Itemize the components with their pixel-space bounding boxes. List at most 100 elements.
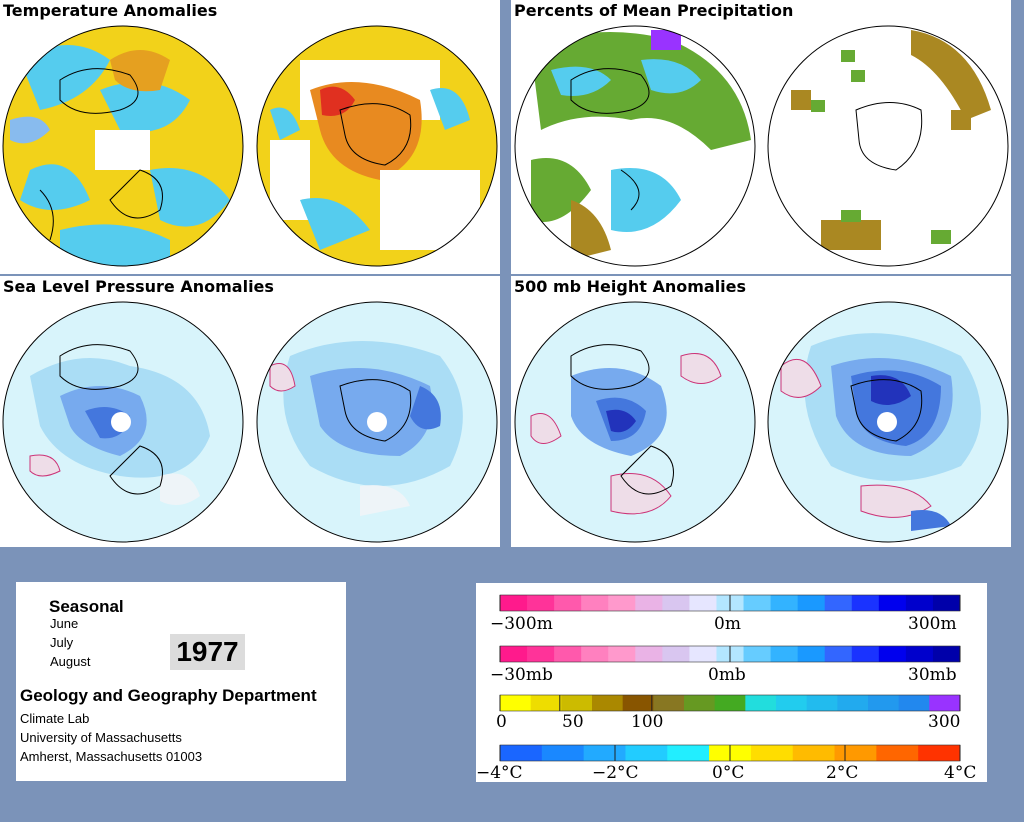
precip-scale-swatch xyxy=(684,695,716,711)
temperature-panel: Temperature Anomalies xyxy=(0,0,500,274)
height-scale-swatch xyxy=(797,595,826,611)
slp-maps xyxy=(2,301,498,543)
temp-scale-swatch xyxy=(792,745,836,761)
precip-scale-swatch xyxy=(868,695,900,711)
height-maps xyxy=(514,301,1009,543)
height-panel: 500 mb Height Anomalies xyxy=(511,276,1011,547)
pressure-scale-swatch xyxy=(797,646,826,662)
temp-scale-swatch xyxy=(625,745,668,761)
pressure-scale-label: −30mb xyxy=(490,665,553,685)
pressure-scale-swatch xyxy=(689,646,717,662)
pressure-scale-swatch xyxy=(662,646,690,662)
temp-scale-swatch xyxy=(918,745,961,761)
month-july: July xyxy=(50,635,74,650)
precip-scale-swatch xyxy=(592,695,624,711)
precip-scale-swatch xyxy=(929,695,961,711)
pressure-scale-swatch xyxy=(770,646,799,662)
height-scale-swatch xyxy=(581,595,609,611)
height-scale-swatch xyxy=(527,595,555,611)
pressure-scale-swatch xyxy=(851,646,880,662)
pressure-scale-swatch xyxy=(500,646,528,662)
height-scale-swatch xyxy=(635,595,663,611)
temperature-maps xyxy=(2,25,498,267)
period-label: Seasonal xyxy=(49,597,124,616)
height-scale-swatch xyxy=(743,595,772,611)
precip-scale-swatch xyxy=(745,695,777,711)
height-scale-swatch xyxy=(824,595,853,611)
sh-slp-map xyxy=(257,302,497,542)
pressure-scale-label: 30mb xyxy=(908,665,957,685)
precip-scale-swatch xyxy=(714,695,746,711)
pressure-scale-swatch xyxy=(527,646,555,662)
pressure-scale-swatch xyxy=(932,646,961,662)
precip-scale-label: 50 xyxy=(562,712,584,732)
precip-scale-swatch xyxy=(622,695,654,711)
precip-scale-swatch xyxy=(776,695,808,711)
height-scale-label: 300m xyxy=(908,614,957,634)
precip-scale-swatch xyxy=(530,695,562,711)
height-scale-swatch xyxy=(905,595,934,611)
precip-scale-swatch xyxy=(898,695,930,711)
temp-scale-label: 2°C xyxy=(826,763,859,783)
height-scale-swatch xyxy=(608,595,636,611)
pressure-scale-label: 0mb xyxy=(708,665,746,685)
pressure-scale-swatch xyxy=(824,646,853,662)
color-scales xyxy=(499,594,961,762)
department-label: Geology and Geography Department xyxy=(20,686,317,705)
temp-scale-swatch xyxy=(667,745,710,761)
precip-scale-swatch xyxy=(500,695,532,711)
height-scale-label: 0m xyxy=(714,614,741,634)
temp-scale-label: −4°C xyxy=(476,763,523,783)
temp-scale-label: 4°C xyxy=(944,763,977,783)
pressure-scale-swatch xyxy=(581,646,609,662)
month-august: August xyxy=(50,654,91,669)
nh-precipitation-map xyxy=(515,26,755,266)
nh-height-map xyxy=(515,302,755,542)
sh-precipitation-map xyxy=(768,26,1008,266)
height-scale-swatch xyxy=(770,595,799,611)
precipitation-panel: Percents of Mean Precipitation xyxy=(511,0,1011,274)
height-scale-swatch xyxy=(851,595,880,611)
height-scale-swatch xyxy=(878,595,907,611)
info-line: Climate Lab xyxy=(20,711,90,726)
legend-box: −300m 0m 300m −30mb 0mb 30mb 0 50 100 30… xyxy=(476,583,987,782)
info-box: Seasonal June July August 1977 Geology a… xyxy=(16,582,346,781)
temp-scale-swatch xyxy=(750,745,794,761)
temp-scale-swatch xyxy=(500,745,543,761)
slp-panel: Sea Level Pressure Anomalies xyxy=(0,276,500,547)
precipitation-maps xyxy=(514,25,1009,267)
temp-scale-swatch xyxy=(583,745,626,761)
height-scale-swatch xyxy=(500,595,528,611)
panel-title: Percents of Mean Precipitation xyxy=(511,0,797,22)
precip-scale-swatch xyxy=(561,695,593,711)
panel-title: Sea Level Pressure Anomalies xyxy=(0,276,277,298)
temp-scale-label: 0°C xyxy=(712,763,745,783)
year-label: 1977 xyxy=(170,634,245,670)
precip-scale-label: 300 xyxy=(928,712,961,732)
height-scale-swatch xyxy=(554,595,582,611)
precip-scale-swatch xyxy=(653,695,685,711)
precip-scale-label: 100 xyxy=(631,712,664,732)
height-scale-swatch xyxy=(932,595,961,611)
info-line: University of Massachusetts xyxy=(20,730,182,745)
sh-temperature-map xyxy=(257,26,497,266)
temp-scale-label: −2°C xyxy=(592,763,639,783)
height-scale-label: −300m xyxy=(490,614,553,634)
precip-scale-swatch xyxy=(837,695,869,711)
precip-scale-label: 0 xyxy=(496,712,507,732)
temp-scale-swatch xyxy=(876,745,919,761)
pressure-scale-swatch xyxy=(608,646,636,662)
precip-scale-swatch xyxy=(806,695,838,711)
panel-title: Temperature Anomalies xyxy=(0,0,221,22)
pressure-scale-swatch xyxy=(905,646,934,662)
height-scale-swatch xyxy=(689,595,717,611)
pressure-scale-swatch xyxy=(743,646,772,662)
month-june: June xyxy=(50,616,79,631)
pressure-scale-swatch xyxy=(554,646,582,662)
pressure-scale-swatch xyxy=(635,646,663,662)
temp-scale-swatch xyxy=(834,745,877,761)
height-scale-swatch xyxy=(662,595,690,611)
info-line: Amherst, Massachusetts 01003 xyxy=(20,749,203,764)
temp-scale-swatch xyxy=(541,745,585,761)
nh-temperature-map xyxy=(3,26,243,266)
